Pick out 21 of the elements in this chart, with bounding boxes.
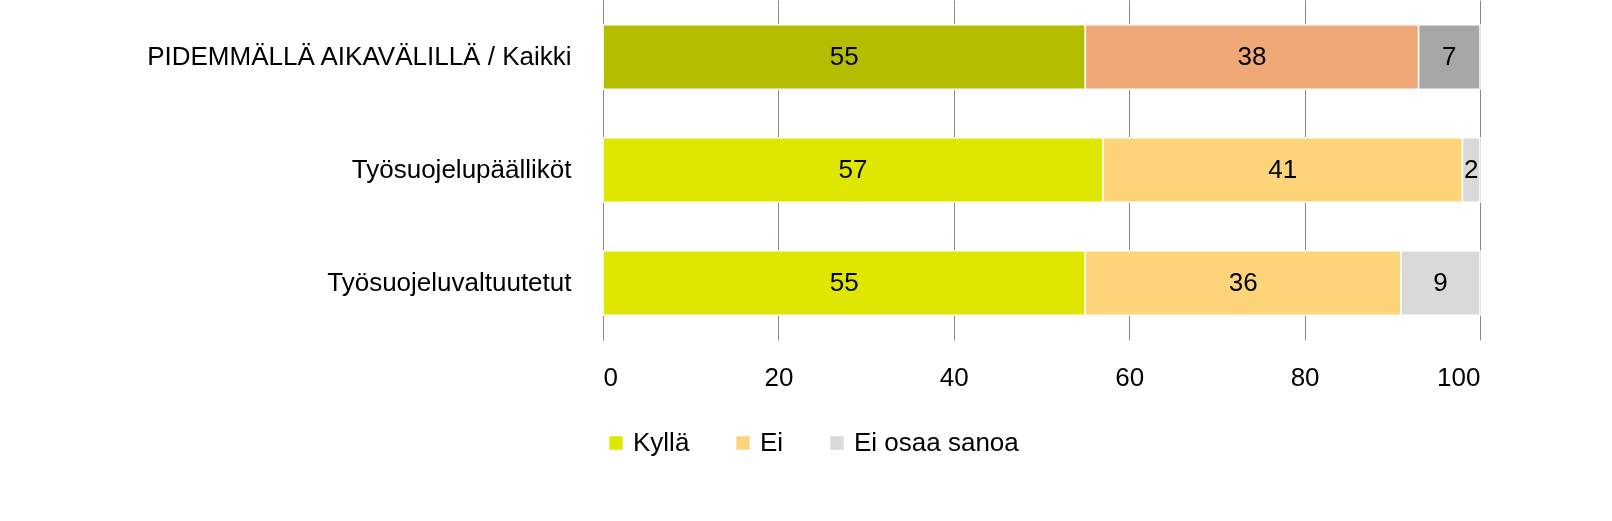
legend-label: Ei [760,427,784,457]
data-label: 55 [829,41,859,72]
y-tick-label: PIDEMMÄLLÄ AIKAVÄLILLÄ / Kaikki [147,41,572,72]
x-tick-label: 80 [1290,361,1320,392]
data-label: 41 [1268,154,1298,184]
x-tick-label: 0 [603,361,618,392]
x-tick-label: 40 [939,361,969,392]
data-label: 2 [1464,154,1479,184]
data-label: 36 [1228,266,1258,297]
data-label: 57 [838,154,868,184]
x-tick-label: 60 [1115,361,1145,392]
data-label: 55 [829,266,859,297]
x-tick-label: 20 [764,361,794,392]
y-tick-label: Työsuojelupäälliköt [351,154,573,184]
data-label: 7 [1442,41,1457,72]
data-label: 9 [1433,266,1448,297]
legend-label: Kyllä [633,427,690,457]
legend-label: Ei osaa sanoa [854,427,1020,457]
data-label: 38 [1237,41,1267,72]
x-tick-label: 100 [1437,361,1481,392]
y-tick-label: Työsuojeluvaltuutetut [327,266,573,297]
